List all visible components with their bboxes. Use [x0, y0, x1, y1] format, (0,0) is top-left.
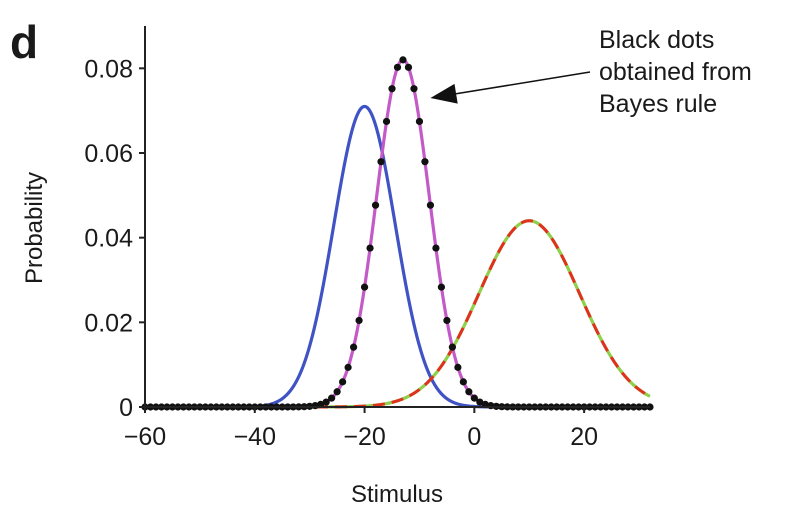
y-tick-label: 0.04: [84, 225, 133, 253]
bayes-dot: [465, 388, 473, 396]
annotation-line-3: Bayes rule: [599, 90, 717, 118]
x-tick-label: −20: [343, 423, 385, 451]
bayes-dot: [333, 388, 341, 396]
bayes-dot: [344, 363, 352, 371]
annotation: Black dots obtained from Bayes rule: [430, 26, 752, 118]
bayes-dot: [366, 244, 374, 252]
y-axis-title: Probability: [21, 172, 48, 284]
plot-curves: [144, 58, 651, 409]
bayes-dot: [454, 363, 462, 371]
bayes-dot: [421, 158, 429, 166]
y-tick-label: 0.02: [84, 309, 133, 337]
bayes-dot: [470, 394, 478, 402]
x-axis-title: Stimulus: [351, 481, 443, 507]
bayes-dot: [349, 343, 358, 351]
bayes-dot: [377, 158, 385, 166]
bayes-dot: [476, 398, 484, 406]
bayes-dot: [410, 85, 418, 93]
series-line-3: [144, 219, 651, 409]
series-line-2: [144, 219, 651, 409]
bayes-dot: [432, 244, 440, 252]
bayes-dot: [443, 316, 451, 325]
annotation-arrow-line: [455, 71, 591, 95]
bayes-dot: [339, 378, 347, 386]
series-line-1: [144, 104, 651, 409]
x-tick-label: −60: [124, 423, 166, 451]
bayes-dot: [388, 85, 396, 93]
x-axis-ticks: −60 −40 −20 0 20: [124, 407, 598, 451]
y-tick-label: 0.08: [84, 55, 133, 83]
annotation-line-1: Black dots: [599, 26, 714, 54]
bayes-dot: [448, 343, 456, 351]
panel-label: d: [10, 16, 38, 68]
bayes-dot: [360, 283, 369, 291]
bayes-dot: [355, 316, 363, 325]
bayes-dot: [426, 201, 435, 209]
x-tick-label: 20: [570, 423, 598, 451]
x-tick-label: −40: [234, 423, 276, 451]
bayes-dot: [437, 283, 446, 291]
bayes-dot: [399, 56, 407, 64]
bayes-dot: [322, 398, 330, 406]
bayes-dot: [328, 394, 336, 402]
bayes-dot: [404, 63, 413, 71]
bayes-dot: [393, 63, 402, 71]
x-tick-label: 0: [467, 423, 481, 451]
bayes-dot: [382, 117, 391, 126]
annotation-arrow-head: [430, 83, 458, 104]
bayes-dot: [415, 117, 424, 126]
bayes-dot: [371, 201, 380, 209]
y-axis-ticks: 0 0.02 0.04 0.06 0.08: [84, 55, 145, 422]
bayes-dot: [459, 378, 467, 386]
annotation-line-2: obtained from: [599, 58, 752, 86]
y-tick-label: 0: [119, 394, 133, 422]
y-tick-label: 0.06: [84, 140, 133, 168]
